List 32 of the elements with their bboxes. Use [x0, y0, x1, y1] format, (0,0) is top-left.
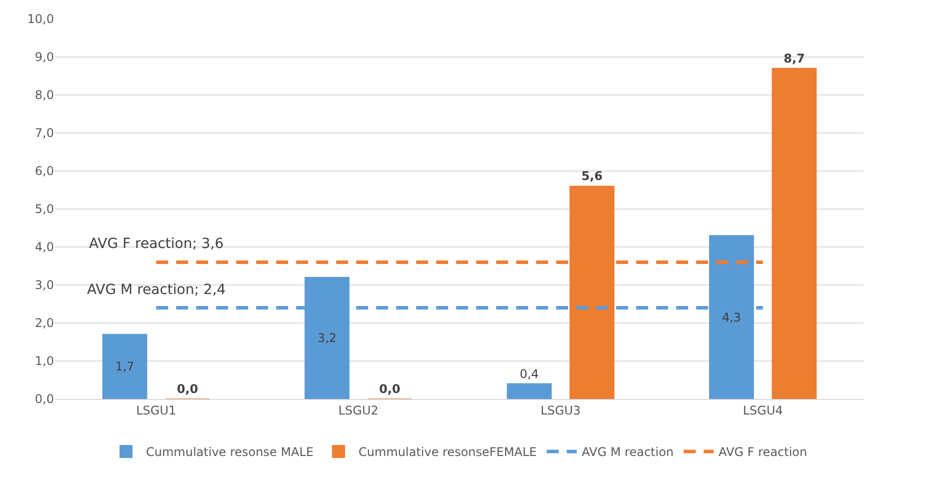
legend-label: AVG F reaction — [718, 445, 808, 460]
annotation: AVG F reaction; 3,6 — [89, 236, 224, 252]
bar — [102, 334, 148, 399]
data-label: 0,4 — [520, 366, 539, 381]
y-tick-label: 10,0 — [27, 12, 54, 26]
data-label: 8,7 — [784, 51, 805, 66]
bar — [772, 68, 817, 399]
annotation: AVG M reaction; 2,4 — [87, 282, 226, 298]
x-tick-label: LSGU4 — [742, 403, 783, 418]
y-tick-label: 1,0 — [34, 354, 54, 368]
y-tick-label: 3,0 — [34, 278, 54, 292]
y-tick-label: 7,0 — [34, 126, 54, 140]
y-tick-label: 0,0 — [34, 392, 54, 406]
legend-label: Cummulative resonseFEMALE — [358, 445, 537, 460]
legend-label: AVG M reaction — [582, 445, 674, 460]
x-tick-label: LSGU3 — [540, 403, 581, 418]
data-label: 4,3 — [722, 310, 742, 324]
y-tick-label: 4,0 — [34, 240, 54, 254]
legend-label: Cummulative resonse MALE — [146, 445, 314, 460]
y-tick-label: 5,0 — [34, 202, 54, 216]
data-label: 5,6 — [581, 169, 603, 184]
y-tick-label: 8,0 — [34, 88, 54, 102]
bar — [506, 383, 552, 399]
data-label: 3,2 — [317, 331, 337, 346]
data-label: 1,7 — [115, 360, 134, 374]
x-tick-label: LSGU2 — [338, 403, 378, 418]
y-tick-label: 6,0 — [34, 164, 54, 178]
y-tick-label: 9,0 — [34, 50, 54, 64]
y-tick-label: 2,0 — [34, 316, 54, 330]
data-label: 0,0 — [176, 382, 198, 396]
x-tick-label: LSGU1 — [136, 403, 176, 418]
data-label: 0,0 — [379, 382, 400, 396]
